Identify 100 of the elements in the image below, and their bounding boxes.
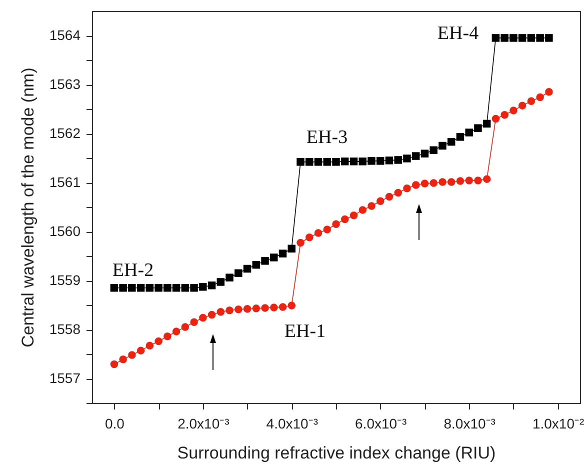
- point: [172, 328, 180, 336]
- point: [430, 179, 438, 187]
- point: [536, 93, 544, 102]
- x-tick-label: 6.0x10⁻³: [355, 416, 408, 432]
- point: [332, 158, 340, 166]
- point: [420, 180, 429, 188]
- point: [296, 158, 304, 166]
- point: [146, 342, 154, 350]
- point: [438, 142, 446, 150]
- point: [252, 304, 260, 312]
- x-tick-label: 4.0x10⁻³: [266, 416, 318, 432]
- point: [252, 260, 260, 269]
- point: [456, 133, 464, 141]
- x-axis-title: Surrounding refractive index change (RIU): [177, 444, 496, 462]
- point: [403, 154, 411, 162]
- annotation: EH-1: [284, 321, 326, 342]
- point: [403, 184, 411, 192]
- point: [394, 156, 402, 164]
- y-tick-label: 1562: [49, 125, 81, 141]
- point: [447, 138, 456, 146]
- x-tick-label: 2.0x10⁻³: [178, 416, 230, 432]
- y-tick-label: 1560: [49, 223, 81, 239]
- point: [500, 34, 508, 42]
- point: [243, 305, 252, 313]
- point: [181, 323, 190, 331]
- point: [358, 206, 366, 214]
- point: [350, 158, 358, 166]
- point: [136, 284, 145, 292]
- point: [208, 310, 216, 319]
- point: [510, 106, 518, 114]
- point: [154, 284, 162, 292]
- y-tick-label: 1564: [49, 27, 81, 43]
- annotation: EH-3: [306, 127, 348, 148]
- point: [243, 264, 252, 273]
- point: [438, 178, 446, 186]
- point: [270, 304, 278, 312]
- point: [510, 34, 518, 42]
- point: [474, 176, 482, 184]
- y-tick-label: 1563: [49, 76, 81, 92]
- point: [261, 257, 269, 265]
- point: [465, 128, 473, 136]
- point: [492, 34, 500, 42]
- point: [518, 102, 526, 110]
- point: [385, 156, 394, 164]
- point: [288, 244, 296, 253]
- point: [332, 220, 340, 228]
- point: [278, 303, 287, 311]
- point: [492, 114, 500, 123]
- point: [456, 177, 464, 185]
- point: [368, 157, 376, 165]
- point: [447, 178, 456, 186]
- point: [226, 306, 234, 314]
- point: [208, 282, 216, 290]
- x-tick-label: 1.0x10⁻²: [532, 416, 584, 432]
- point: [394, 188, 402, 197]
- point: [164, 284, 172, 292]
- x-tick-label: 8.0x10⁻³: [444, 416, 496, 432]
- point: [545, 88, 553, 96]
- point: [412, 152, 420, 160]
- y-axis-title: Central wavelength of the mode (nm): [18, 68, 38, 348]
- point: [190, 318, 198, 326]
- y-tick-label: 1558: [49, 321, 81, 337]
- point: [420, 150, 429, 158]
- point: [376, 197, 384, 205]
- point: [234, 306, 242, 314]
- point: [119, 284, 127, 292]
- point: [216, 308, 225, 316]
- y-tick-label: 1559: [49, 272, 81, 288]
- x-tick-label: 0.0: [104, 416, 125, 432]
- annotation: EH-2: [112, 260, 154, 281]
- point: [288, 302, 296, 310]
- y-tick-label: 1557: [49, 370, 81, 386]
- point: [527, 34, 536, 42]
- point: [482, 120, 491, 128]
- point: [261, 304, 269, 312]
- point: [430, 146, 438, 154]
- point: [216, 278, 225, 286]
- annotation: EH-4: [437, 23, 480, 44]
- point: [110, 360, 118, 368]
- point: [128, 351, 136, 359]
- point: [110, 284, 118, 292]
- point: [341, 158, 349, 166]
- point: [199, 314, 207, 322]
- point: [278, 250, 287, 258]
- point: [181, 284, 190, 292]
- point: [376, 157, 384, 165]
- point: [323, 158, 331, 166]
- point: [500, 111, 508, 119]
- point: [314, 158, 322, 166]
- point: [199, 282, 207, 291]
- point: [545, 34, 553, 42]
- point: [527, 97, 536, 106]
- point: [128, 284, 136, 292]
- point: [119, 356, 127, 364]
- point: [190, 284, 198, 292]
- point: [323, 226, 331, 234]
- point: [164, 332, 172, 340]
- point: [350, 211, 358, 220]
- point: [154, 337, 162, 346]
- point: [385, 192, 394, 201]
